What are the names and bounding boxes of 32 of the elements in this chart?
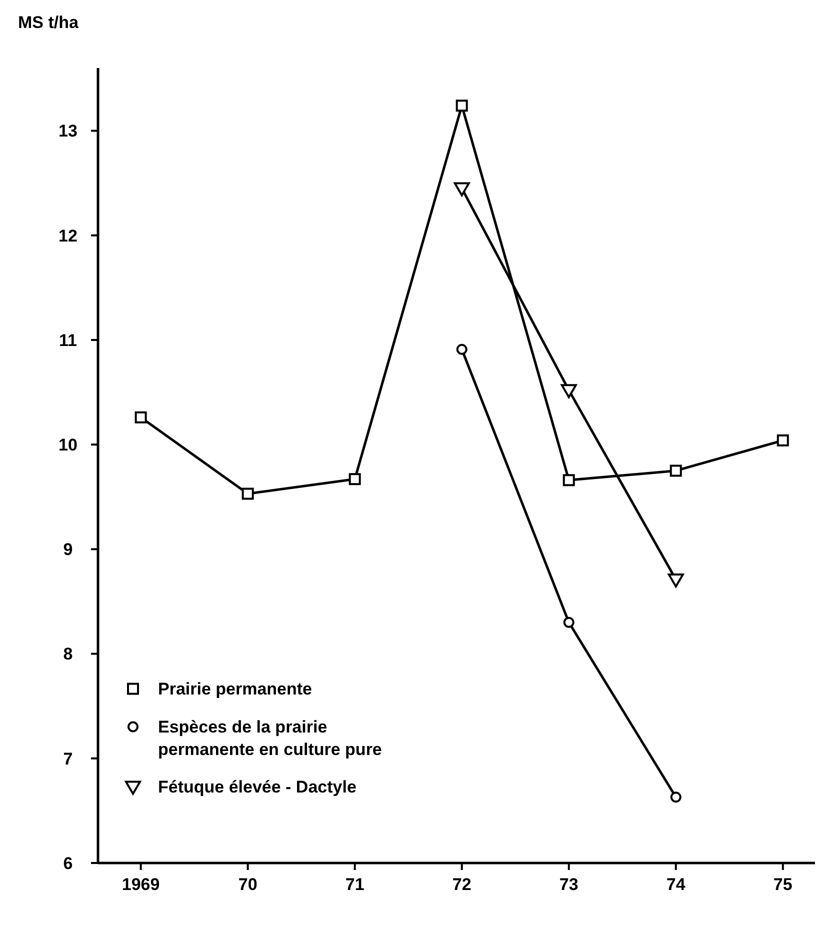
point	[454, 182, 470, 196]
y-tick-label: 7	[63, 749, 73, 768]
y-tick-label: 10	[58, 436, 78, 455]
x-tick-label: 72	[452, 875, 472, 894]
y-tick-label: 6	[63, 854, 73, 873]
x-tick-label: 1969	[122, 875, 160, 894]
y-tick-label: 8	[63, 644, 73, 664]
point	[560, 384, 577, 398]
point	[668, 574, 684, 588]
legend-label: Espèces de la prairie permanente en culture pure	[158, 718, 382, 759]
point	[134, 411, 147, 424]
legend-label: Fétuque élevée - Dactyle	[158, 778, 356, 797]
point	[456, 344, 468, 355]
point	[456, 100, 468, 112]
point	[563, 616, 574, 628]
x-tick-label: 73	[559, 875, 578, 894]
y-axis-title: MS t/ha	[18, 13, 79, 32]
point	[562, 474, 575, 486]
point	[670, 464, 682, 477]
y-tick-label: 13	[58, 122, 78, 141]
x-tick-label: 74	[666, 875, 686, 894]
point	[670, 792, 682, 803]
point	[776, 434, 789, 446]
point	[348, 473, 361, 486]
x-tick-label: 71	[345, 875, 364, 894]
y-tick-label: 12	[58, 226, 78, 246]
x-tick-label: 75	[773, 875, 792, 894]
y-tick-label: 9	[63, 540, 73, 560]
x-tick-label: 70	[238, 875, 258, 894]
point	[242, 488, 254, 500]
legend-label: Prairie permanente	[158, 680, 312, 699]
y-tick-label: 11	[59, 330, 77, 350]
